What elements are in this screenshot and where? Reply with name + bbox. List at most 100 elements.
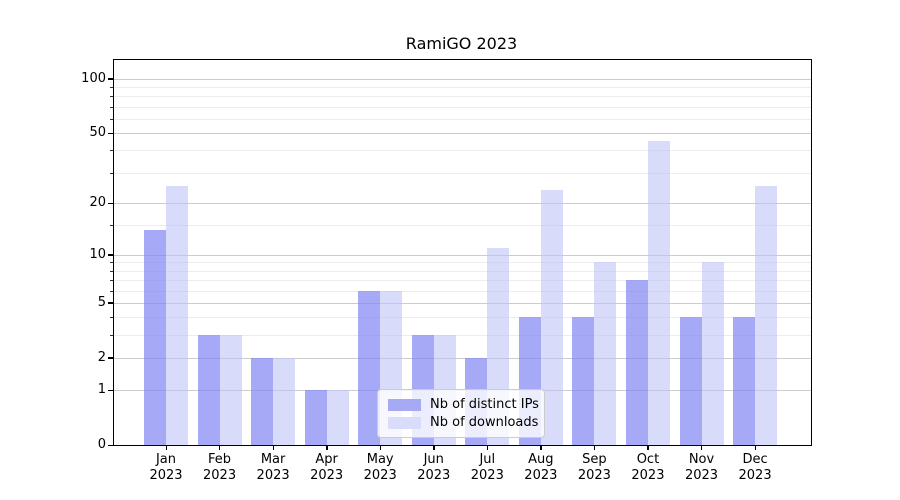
bar-distinct-ips-sep [572, 317, 595, 445]
y-tick-label: 2 [97, 349, 106, 365]
bar-downloads-sep [594, 262, 617, 445]
bar-distinct-ips-nov [679, 317, 702, 445]
gridline-major [114, 203, 811, 205]
y-minor-tick-mark [110, 290, 113, 292]
bar-downloads-jan [166, 186, 188, 445]
y-tick-label: 100 [81, 70, 106, 86]
x-tick-label: Apr 2023 [310, 452, 344, 483]
bar-distinct-ips-dec [733, 317, 756, 445]
y-tick-label: 10 [89, 246, 106, 262]
x-tick-label: Aug 2023 [524, 452, 558, 483]
legend-item-distinct-ips: Nb of distinct IPs [388, 397, 539, 412]
gridline-minor [114, 280, 811, 281]
gridline-minor [114, 87, 811, 89]
bar-distinct-ips-apr [304, 390, 327, 445]
y-minor-tick-mark [110, 270, 113, 272]
x-tick-label: May 2023 [363, 452, 397, 483]
gridline-major [114, 302, 811, 304]
bar-distinct-ips-mar [251, 357, 274, 445]
gridline-major [114, 357, 811, 359]
y-tick-label: 5 [97, 294, 106, 310]
x-tick-label: Jul 2023 [470, 452, 504, 483]
bar-downloads-nov [701, 262, 724, 445]
gridline-major [114, 78, 811, 80]
bar-downloads-feb [219, 335, 242, 445]
bar-downloads-mar [273, 357, 296, 445]
y-tick-mark [108, 132, 113, 134]
y-tick-mark [108, 357, 113, 359]
gridline-minor [114, 96, 811, 98]
y-tick-mark [108, 444, 113, 446]
y-tick-mark [108, 389, 113, 391]
y-minor-tick-mark [110, 96, 113, 98]
x-tick-label: Mar 2023 [256, 452, 290, 483]
y-minor-tick-mark [110, 280, 113, 281]
bar-downloads-aug [540, 189, 563, 445]
x-tick-label: Dec 2023 [738, 452, 772, 483]
y-tick-label: 50 [89, 125, 106, 141]
bar-downloads-dec [755, 186, 778, 445]
x-tick-mark [326, 445, 328, 450]
x-tick-mark [540, 445, 542, 450]
y-tick-label: 20 [89, 195, 106, 211]
bar-distinct-ips-may [358, 290, 381, 445]
y-minor-tick-mark [110, 150, 113, 152]
gridline-minor [114, 225, 811, 226]
y-tick-mark [108, 202, 113, 205]
y-minor-tick-mark [110, 118, 113, 120]
legend-swatch-downloads [388, 416, 421, 429]
x-tick-mark [647, 445, 649, 450]
y-minor-tick-mark [110, 335, 113, 336]
legend-label-downloads: Nb of downloads [430, 415, 539, 430]
bar-downloads-oct [647, 141, 670, 445]
y-minor-tick-mark [110, 87, 113, 89]
y-tick-mark [108, 78, 113, 80]
gridline-minor [114, 270, 811, 272]
legend-item-downloads: Nb of downloads [388, 415, 539, 430]
gridline-minor [114, 118, 811, 120]
x-tick-mark [701, 445, 703, 450]
y-minor-tick-mark [110, 172, 113, 174]
gridline-minor [114, 335, 811, 336]
x-tick-mark [165, 445, 167, 450]
gridline-major [114, 254, 811, 256]
chart-title: RamiGO 2023 [405, 34, 518, 53]
x-tick-label: Oct 2023 [631, 452, 665, 483]
y-minor-tick-mark [110, 317, 113, 319]
x-tick-mark [754, 445, 756, 450]
gridline-minor [114, 150, 811, 152]
legend-label-distinct-ips: Nb of distinct IPs [430, 397, 539, 412]
x-tick-label: Feb 2023 [203, 452, 237, 483]
y-tick-mark [108, 302, 113, 304]
y-tick-mark [108, 254, 113, 256]
gridline-minor [114, 106, 811, 108]
y-tick-label: 0 [97, 437, 106, 452]
y-tick-label: 1 [97, 382, 106, 397]
plot-area: 0 1 2 5 10 20 50 100 Jan 2023 Feb 2023 Mar 2023 Apr… [81, 59, 812, 483]
x-tick-mark [379, 445, 382, 450]
y-minor-tick-mark [110, 225, 113, 226]
bar-distinct-ips-oct [625, 280, 648, 445]
x-tick-label: Jun 2023 [417, 452, 451, 483]
x-tick-mark [486, 445, 489, 450]
gridline-minor [114, 262, 811, 264]
legend: Nb of distinct IPs Nb of downloads [377, 389, 545, 438]
gridline-minor [114, 317, 811, 319]
x-tick-mark [272, 445, 274, 450]
bar-distinct-ips-feb [197, 335, 220, 445]
y-minor-tick-mark [110, 262, 113, 264]
legend-swatch-distinct-ips [388, 398, 421, 411]
bar-downloads-apr [326, 390, 349, 445]
x-tick-mark [433, 445, 435, 450]
y-minor-tick-mark [110, 106, 113, 108]
x-tick-label: Sep 2023 [577, 452, 611, 483]
x-tick-label: Nov 2023 [684, 452, 719, 483]
x-tick-mark [219, 445, 221, 450]
gridline-minor [114, 290, 811, 292]
bar-distinct-ips-jan [144, 230, 166, 445]
x-tick-label: Jan 2023 [149, 452, 183, 483]
gridline-minor [114, 172, 811, 174]
x-tick-mark [593, 445, 596, 450]
gridline-major [114, 133, 811, 135]
